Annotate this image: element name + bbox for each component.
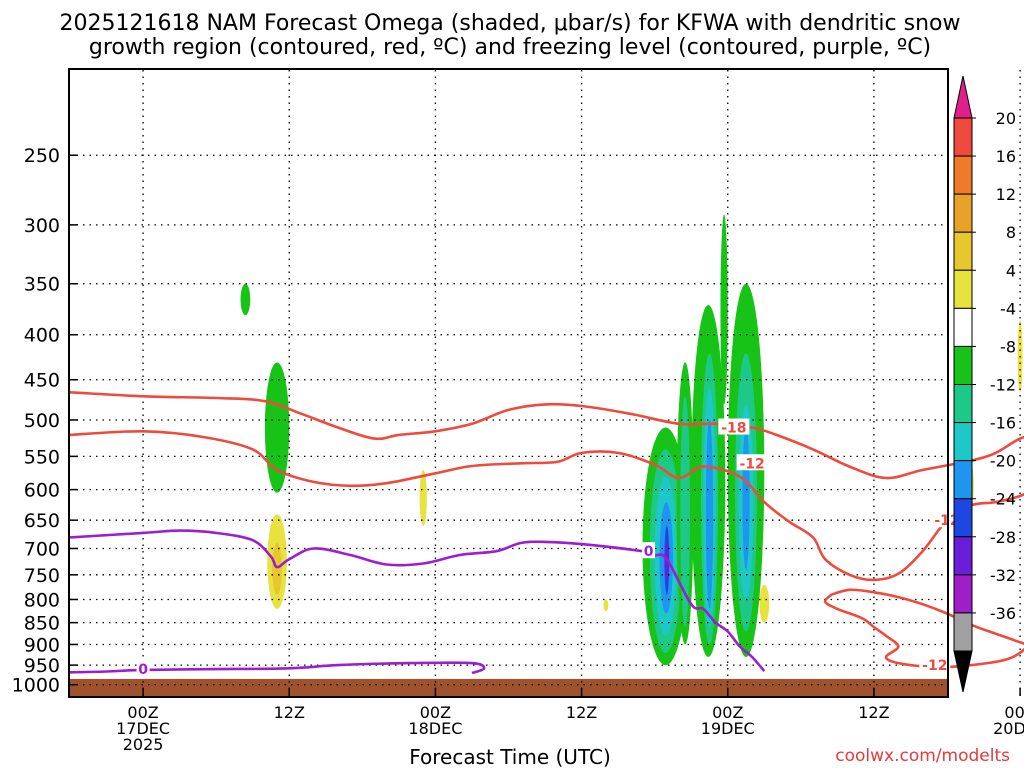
colorbar-label-12: -32 — [990, 566, 1016, 585]
colorbar-label-0: 20 — [996, 109, 1016, 128]
contour-label-bg-0-0 — [718, 418, 750, 435]
y-tick-label-500: 500 — [24, 410, 60, 432]
y-tick-label-400: 400 — [24, 325, 60, 347]
contour-label-4-0: 0 — [138, 662, 148, 678]
colorbar-label-9: -20 — [990, 452, 1016, 471]
x-axis: 00Z17DEC202512Z00Z18DEC12Z00Z19DEC12Z00Z… — [116, 688, 1024, 754]
colorbar-extend-top — [953, 75, 973, 119]
colorbar-label-8: -16 — [990, 414, 1016, 433]
y-tick-label-450: 450 — [24, 370, 60, 392]
contour-0 — [69, 391, 1024, 480]
terrain-layer — [70, 678, 947, 696]
grid-layer — [70, 70, 1021, 696]
x-tick-label-72-1: 20DEC — [993, 719, 1024, 738]
contour-2 — [823, 588, 1024, 669]
colorbar-bin-1 — [953, 155, 973, 195]
colorbar-bin-6 — [953, 345, 973, 385]
colorbar-label-2: 12 — [996, 185, 1016, 204]
omega-shade-23 — [759, 584, 770, 623]
colorbar-label-13: -36 — [990, 604, 1016, 623]
colorbar-label-1: 16 — [996, 147, 1016, 166]
colorbar-label-6: -8 — [1000, 337, 1016, 356]
colorbar-bin-8 — [953, 422, 973, 462]
omega-shade-17 — [705, 419, 714, 609]
contour-3 — [69, 529, 766, 672]
x-tick-label-72-0: 00Z — [1004, 703, 1024, 722]
y-tick-label-800: 800 — [24, 589, 60, 611]
x-tick-label-24-0: 00Z — [420, 703, 451, 722]
colorbar-extend-bottom — [953, 650, 973, 693]
omega-shading-layer — [240, 214, 1023, 666]
y-tick-label-250: 250 — [24, 145, 60, 167]
y-tick-label-1000: 1000 — [12, 675, 60, 697]
x-tick-label-24-1: 18DEC — [408, 719, 462, 738]
x-axis-label: Forecast Time (UTC) — [409, 745, 611, 768]
x-tick-label-36-0: 12Z — [566, 703, 597, 722]
x-tick-label-48-0: 00Z — [712, 703, 743, 722]
x-tick-label-60-0: 12Z — [858, 703, 889, 722]
y-tick-label-350: 350 — [24, 274, 60, 296]
x-tick-label-12-0: 12Z — [274, 703, 305, 722]
colorbar-bin-5 — [953, 307, 973, 347]
colorbar-bin-7 — [953, 384, 973, 424]
colorbar-label-11: -28 — [990, 528, 1016, 547]
contour-label-bg-3-0 — [642, 542, 656, 559]
contour-label-bg-1-0 — [736, 454, 768, 471]
colorbar-bin-10 — [953, 498, 973, 538]
colorbar-label-3: 8 — [1006, 223, 1016, 242]
y-tick-label-950: 950 — [24, 655, 60, 677]
y-tick-label-700: 700 — [24, 538, 60, 560]
x-tick-label-0-0: 00Z — [127, 703, 158, 722]
y-tick-label-750: 750 — [24, 565, 60, 587]
colorbar-bin-12 — [953, 574, 973, 614]
colorbar-bin-11 — [953, 536, 973, 576]
colorbar-bin-13 — [953, 612, 973, 652]
y-tick-label-600: 600 — [24, 480, 60, 502]
x-tick-label-0-2: 2025 — [123, 735, 164, 754]
omega-shade-1 — [264, 362, 290, 493]
y-tick-label-850: 850 — [24, 613, 60, 635]
plot-frame — [68, 68, 949, 698]
omega-shade-5 — [603, 599, 609, 612]
omega-shade-13 — [680, 396, 690, 628]
omega-shade-18 — [720, 214, 728, 405]
omega-shade-0 — [240, 283, 251, 316]
colorbar-label-10: -24 — [990, 490, 1016, 509]
contour-label-bg-4-0 — [136, 660, 150, 677]
contour-label-2-0: -12 — [922, 658, 947, 674]
contour-1 — [69, 429, 1024, 582]
x-tick-label-48-1: 19DEC — [701, 719, 755, 738]
y-tick-label-650: 650 — [24, 510, 60, 532]
y-tick-label-300: 300 — [24, 215, 60, 237]
omega-shade-4 — [419, 470, 427, 527]
y-axis: 2503003504004505005506006507007508008509… — [12, 145, 78, 697]
terrain-band — [70, 678, 947, 696]
omega-shade-3 — [272, 542, 282, 595]
contour-4 — [69, 661, 486, 675]
contour-label-3-0: 0 — [644, 544, 654, 560]
colorbar-bin-2 — [953, 193, 973, 233]
colorbar-bin-3 — [953, 231, 973, 271]
chart-title-line-2: growth region (contoured, red, ºC) and f… — [89, 35, 931, 60]
chart-title-line-1: 2025121618 NAM Forecast Omega (shaded, μ… — [60, 11, 961, 36]
colorbar-label-5: -4 — [1000, 299, 1016, 318]
contour-label-0-0: -18 — [721, 421, 746, 437]
contour-label-bg-2-0 — [919, 656, 951, 673]
x-tick-label-0-1: 17DEC — [116, 719, 170, 738]
colorbar-bin-0 — [953, 117, 973, 157]
colorbar-label-7: -12 — [990, 376, 1016, 395]
y-tick-label-900: 900 — [24, 634, 60, 656]
colorbar-bin-4 — [953, 269, 973, 309]
colorbar: 20 16 12 8 4 -4 -8 -12 -16 -20 -24 -28 -32 -36 — [953, 75, 1016, 693]
colorbar-bin-9 — [953, 460, 973, 500]
colorbar-label-4: 4 — [1006, 261, 1016, 280]
credit-text: coolwx.com/modelts — [835, 746, 1010, 766]
contour-label-1-0: -12 — [739, 456, 764, 472]
y-tick-label-550: 550 — [24, 446, 60, 468]
